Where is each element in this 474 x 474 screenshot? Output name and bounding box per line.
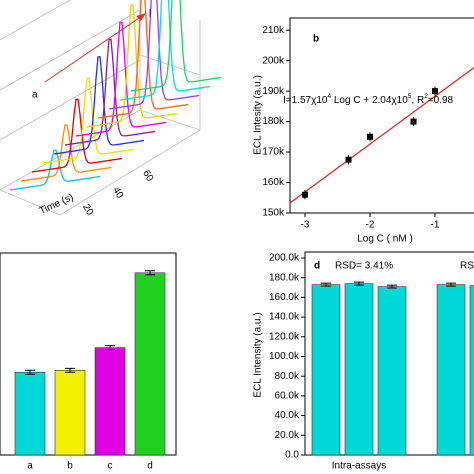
y-tick-label: 120.0k	[269, 331, 300, 342]
y-tick-label: 190k	[262, 86, 285, 97]
3d-grid	[0, 0, 71, 41]
error-bar	[65, 367, 75, 373]
x-tick-label: 60	[140, 168, 155, 184]
panel-b-frame	[289, 17, 474, 214]
x-tick-label: a	[27, 461, 33, 472]
x-tick-label: -1	[431, 220, 440, 231]
y-tick-label: 0.0	[285, 450, 299, 461]
bar	[311, 284, 341, 456]
point	[431, 88, 438, 95]
3d-floor	[0, 129, 201, 216]
panel-c-frame	[0, 252, 177, 456]
error-bar	[25, 369, 35, 375]
error-bar	[321, 282, 331, 287]
start-label: a	[32, 90, 38, 101]
equation-part: Log C + 2.04χ10	[331, 95, 408, 106]
equation-part: I=1.57χ10	[283, 95, 328, 106]
point	[345, 156, 352, 163]
x-axis-label: Log C ( nM )	[357, 234, 413, 245]
x-tick-label: 20	[80, 202, 95, 218]
ecl-curve	[75, 21, 167, 137]
rsd-label: RSD=	[460, 261, 474, 272]
point	[301, 191, 308, 198]
y-tick-label: 200k	[262, 55, 285, 66]
rsd-label: RSD= 3.41%	[335, 261, 393, 272]
error-bar	[387, 284, 397, 289]
ecl-curve	[108, 0, 200, 110]
equation-part: 2	[424, 93, 428, 100]
equation-part: =0.98	[428, 95, 454, 106]
bar	[94, 347, 126, 456]
x-tick-label: -2	[366, 220, 375, 231]
bar	[134, 272, 166, 456]
equation-part: 5	[408, 93, 412, 100]
y-tick-label: 40.0k	[275, 410, 300, 421]
x-tick-label: 40	[110, 185, 125, 201]
y-tick-label: 180k	[262, 116, 285, 127]
ecl-curve	[97, 0, 189, 119]
y-tick-label: 170k	[262, 147, 285, 158]
bar	[377, 286, 407, 456]
ecl-curve	[20, 124, 112, 182]
x-tick-label: Intra-assays	[332, 461, 386, 472]
bar	[344, 283, 374, 456]
panel-label-box	[308, 27, 330, 49]
y-tick-label: 180.0k	[269, 272, 300, 283]
error-bar	[446, 282, 456, 287]
bar	[14, 371, 46, 456]
panel-label: b	[313, 34, 319, 45]
y-tick-label: 160.0k	[269, 292, 300, 303]
arrow-head	[136, 13, 146, 21]
error-bar	[105, 345, 115, 351]
y-tick-label: 60.0k	[275, 391, 300, 402]
equation-part: 4	[327, 93, 331, 100]
y-tick-label: 210k	[262, 25, 285, 36]
y-tick-label: 200.0k	[269, 253, 300, 264]
ecl-curve	[31, 98, 123, 173]
end-label: l	[149, 9, 151, 20]
bar	[54, 369, 86, 456]
y-axis-label: ECL Intesity (a.u.)	[253, 75, 264, 155]
x-tick-label: b	[67, 461, 73, 472]
point	[410, 118, 417, 125]
y-tick-label: 80.0k	[275, 371, 300, 382]
y-tick-label: 140.0k	[269, 312, 300, 323]
bar	[436, 284, 466, 456]
fit-line	[289, 67, 474, 204]
ecl-curve	[53, 55, 145, 155]
y-axis-label: ECL Intensity (a.u.)	[253, 312, 264, 397]
ecl-curve	[64, 38, 156, 146]
ecl-curve	[119, 0, 211, 101]
3d-grid	[0, 9, 141, 91]
arrow	[44, 15, 143, 83]
panel-label: d	[314, 261, 320, 272]
ecl-curve	[130, 0, 222, 92]
fit-equation: I=1.57χ104 Log C + 2.04χ105, R2=0.98	[283, 93, 454, 106]
equation-part: , R	[411, 95, 424, 106]
y-tick-label: 100.0k	[269, 351, 300, 362]
y-tick-label: 150k	[262, 208, 285, 219]
point	[366, 133, 373, 140]
x-tick-label: c	[108, 461, 113, 472]
error-bar	[145, 270, 155, 276]
x-tick-label: -3	[301, 220, 310, 231]
ecl-curve	[86, 4, 178, 128]
error-bar	[354, 281, 364, 286]
ecl-curve	[42, 77, 134, 164]
bar	[469, 285, 474, 456]
3d-grid	[139, 54, 201, 76]
y-tick-label: 20.0k	[275, 430, 300, 441]
y-tick-label: 160k	[262, 177, 285, 188]
ecl-curve	[9, 149, 101, 191]
x-tick-label: d	[147, 461, 153, 472]
